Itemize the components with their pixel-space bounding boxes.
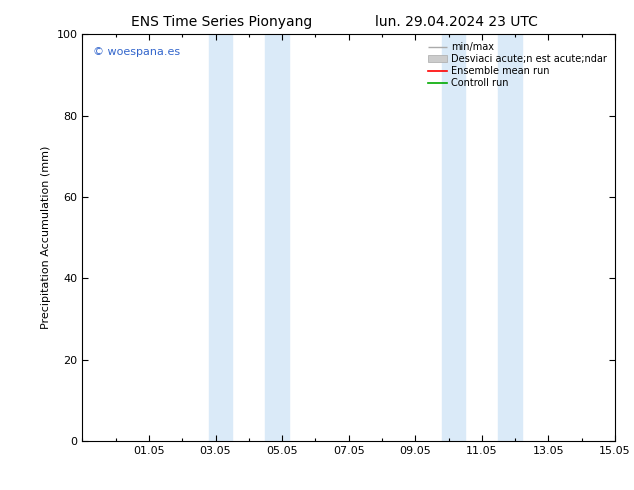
Text: ENS Time Series Pionyang: ENS Time Series Pionyang (131, 15, 313, 29)
Text: lun. 29.04.2024 23 UTC: lun. 29.04.2024 23 UTC (375, 15, 538, 29)
Bar (442, 34, 465, 441)
Bar (209, 34, 232, 441)
Text: © woespana.es: © woespana.es (93, 47, 180, 56)
Legend: min/max, Desviaci acute;n est acute;ndar, Ensemble mean run, Controll run: min/max, Desviaci acute;n est acute;ndar… (425, 39, 610, 91)
Bar (266, 34, 289, 441)
Bar (498, 34, 522, 441)
Y-axis label: Precipitation Accumulation (mm): Precipitation Accumulation (mm) (41, 146, 51, 329)
